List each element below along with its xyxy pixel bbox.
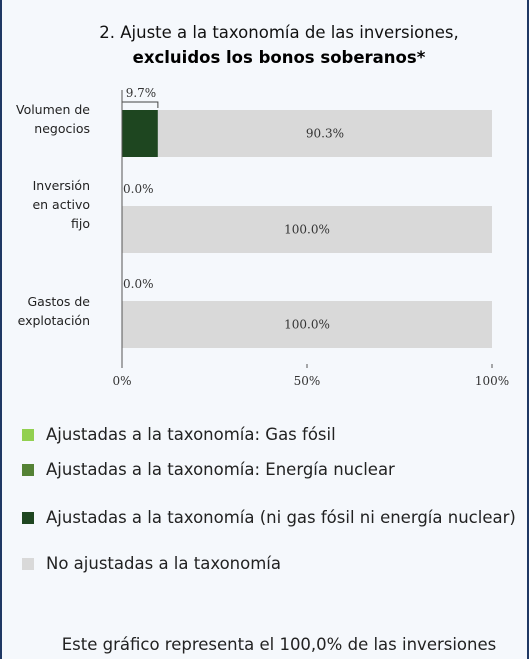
legend-swatch [22, 464, 34, 476]
category-label: Gastos de explotación [17, 294, 90, 328]
value-label: 100.0% [284, 223, 330, 237]
legend-label: No ajustadas a la taxonomía [46, 554, 281, 573]
chart-title: 2. Ajuste a la taxonomía de las inversio… [99, 23, 458, 42]
x-tick-label: 100% [475, 374, 509, 388]
value-label: 0.0% [123, 182, 154, 196]
legend-swatch [22, 558, 34, 570]
value-label: 90.3% [306, 127, 344, 141]
chart-subtitle: excluidos los bonos soberanos* [133, 48, 426, 67]
value-label: 0.0% [123, 277, 154, 291]
label-bracket [121, 101, 159, 108]
note: Este gráfico representa el 100,0% de las… [62, 635, 496, 654]
bar-segment [122, 110, 158, 157]
value-label: 100.0% [284, 318, 330, 332]
legend-label: Ajustadas a la taxonomía (ni gas fósil n… [46, 508, 516, 527]
bar-segment [157, 110, 492, 157]
x-tick-label: 50% [294, 374, 321, 388]
legend-label: Ajustadas a la taxonomía: Energía nuclea… [46, 460, 395, 479]
legend-label: Ajustadas a la taxonomía: Gas fósil [46, 425, 336, 444]
legend-swatch [22, 512, 34, 524]
bar-segment [122, 301, 492, 348]
category-label: Inversión en activo fijo [32, 178, 90, 231]
value-label: 9.7% [126, 86, 157, 100]
bar-segment [122, 206, 492, 253]
legend-swatch [22, 429, 34, 441]
category-label: Volumen de negocios [15, 102, 90, 136]
x-tick-label: 0% [112, 374, 131, 388]
